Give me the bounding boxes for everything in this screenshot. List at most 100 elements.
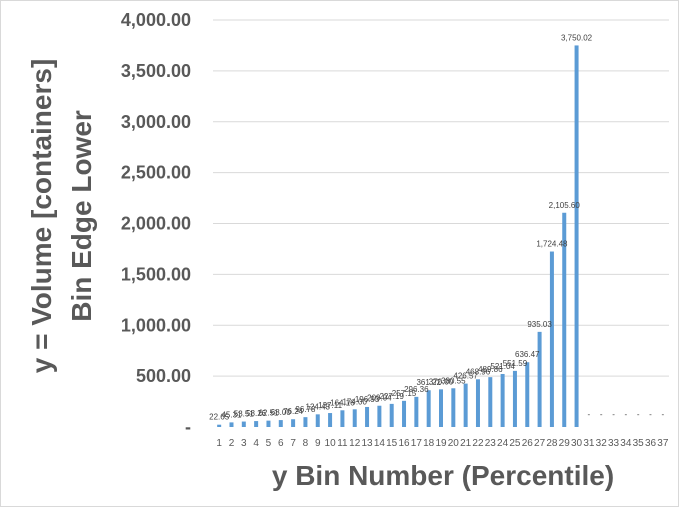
bar (414, 396, 419, 427)
bar (229, 422, 234, 427)
x-tick-label: 22 (472, 438, 484, 449)
x-tick-label: 24 (497, 438, 509, 449)
x-tick-label: 15 (386, 438, 398, 449)
data-label: 551.59 (503, 359, 528, 368)
data-label: 227.19 (379, 392, 404, 401)
data-label: 53.51 (234, 410, 255, 419)
bar (328, 413, 333, 427)
bars (217, 45, 579, 428)
y-tick-label: 1,000.00 (121, 315, 191, 335)
data-label: - (600, 410, 603, 419)
y-tick-label: 1,500.00 (121, 264, 191, 284)
x-tick-label: 10 (325, 438, 337, 449)
data-label: 96.78 (295, 405, 316, 414)
x-axis-ticks: 1 2 3 4 5 6 7 8 9 10 11 12 13 14 15 16 17 18 19 20 21 22 23 24 2… (216, 438, 668, 449)
x-tick-label: 34 (620, 438, 632, 449)
x-tick-label: 29 (559, 438, 571, 449)
data-label: - (662, 410, 665, 419)
data-label: 76.24 (283, 407, 304, 416)
bar (463, 383, 468, 427)
x-tick-label: 35 (633, 438, 645, 449)
data-label: - (637, 410, 640, 419)
data-label: 370.00 (429, 377, 454, 386)
bar (377, 405, 382, 427)
bar (217, 424, 222, 427)
x-tick-label: 4 (253, 438, 259, 449)
x-tick-label: 30 (571, 438, 583, 449)
data-label: - (588, 410, 591, 419)
y-tick-label: 2,000.00 (121, 214, 191, 234)
bar (562, 212, 567, 427)
x-tick-label: 2 (229, 438, 235, 449)
data-label: 521.04 (490, 362, 515, 371)
data-label: 935.03 (527, 320, 552, 329)
bar (303, 417, 308, 427)
data-label: - (649, 410, 652, 419)
data-label: 62.51 (258, 409, 279, 418)
x-tick-label: 18 (423, 438, 435, 449)
data-label: - (612, 410, 615, 419)
x-tick-label: 19 (435, 438, 447, 449)
bar (315, 414, 320, 427)
bar (266, 420, 271, 427)
bar (512, 370, 517, 427)
y-axis-ticks: - 500.00 1,000.00 1,500.00 2,000.00 2,500.00 3… (121, 10, 191, 437)
x-tick-label: 20 (448, 438, 460, 449)
bar (500, 373, 505, 427)
bar (439, 389, 443, 427)
data-label: 361.22 (416, 378, 441, 387)
y-axis-title: y = Volume [containers] (26, 59, 57, 374)
data-label: 45.31 (221, 410, 242, 419)
x-tick-label: 12 (349, 438, 361, 449)
data-label: 1,724.48 (536, 240, 568, 249)
data-label: 196.93 (355, 395, 380, 404)
bar (278, 420, 283, 427)
data-label: - (625, 410, 628, 419)
data-label: 489.86 (478, 365, 503, 374)
bar (291, 419, 296, 427)
x-tick-label: 23 (485, 438, 497, 449)
x-tick-label: 36 (645, 438, 657, 449)
y-tick-label: - (185, 417, 191, 437)
data-label: 380.55 (441, 376, 466, 385)
x-tick-label: 25 (509, 438, 521, 449)
bar (389, 403, 394, 427)
x-tick-label: 13 (361, 438, 373, 449)
y-axis-subtitle: Bin Edge Lower (66, 110, 97, 322)
y-tick-label: 500.00 (136, 366, 191, 386)
x-tick-label: 8 (303, 438, 309, 449)
bar (352, 409, 357, 427)
x-tick-label: 6 (278, 438, 284, 449)
data-label: 3,750.02 (561, 33, 593, 42)
x-tick-label: 33 (608, 438, 620, 449)
x-tick-label: 17 (411, 438, 423, 449)
bar (365, 406, 370, 427)
x-tick-label: 37 (657, 438, 669, 449)
data-label: 22.65 (209, 413, 230, 422)
bar (488, 377, 493, 427)
x-tick-label: 26 (522, 438, 534, 449)
data-label: 468.96 (466, 367, 491, 376)
data-label: 164.16 (330, 398, 355, 407)
bar (254, 421, 259, 427)
x-tick-label: 3 (241, 438, 247, 449)
x-tick-label: 28 (546, 438, 558, 449)
data-label: 58.26 (246, 409, 267, 418)
x-tick-label: 21 (460, 438, 472, 449)
data-label: 174.00 (342, 397, 367, 406)
bar (475, 379, 480, 427)
data-labels: 22.6545.3153.5158.2662.5168.0076.2496.78… (209, 33, 664, 421)
bar (451, 388, 456, 427)
data-label: 257.15 (392, 389, 417, 398)
x-tick-label: 11 (337, 438, 348, 449)
data-label: 124.43 (306, 402, 331, 411)
data-label: 636.47 (515, 350, 540, 359)
x-tick-label: 5 (266, 438, 272, 449)
y-tick-label: 4,000.00 (121, 10, 191, 30)
x-tick-label: 1 (216, 438, 222, 449)
gridlines (213, 19, 669, 377)
data-label: 426.57 (453, 372, 478, 381)
bar (340, 410, 345, 427)
